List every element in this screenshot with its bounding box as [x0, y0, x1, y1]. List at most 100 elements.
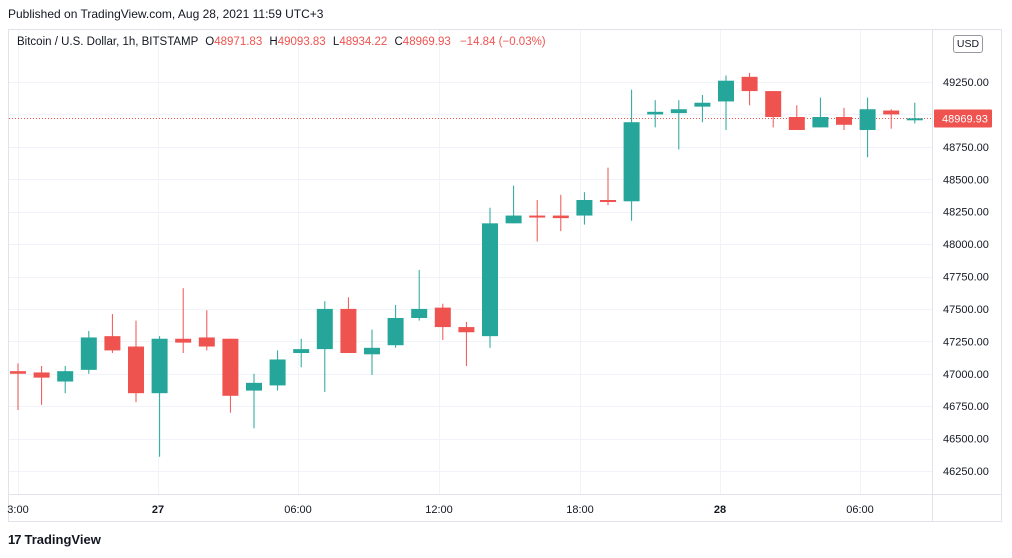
candle-body: [788, 117, 805, 130]
candle: [411, 270, 428, 321]
open-value: 48971.83: [214, 36, 263, 48]
candle-body: [883, 110, 900, 115]
candle-body: [505, 215, 522, 224]
ohlc-legend: Bitcoin / U.S. Dollar, 1h, BITSTAMP O489…: [17, 36, 546, 48]
candle-body: [80, 337, 97, 370]
low-label: L: [332, 36, 340, 48]
candle: [33, 365, 50, 405]
candle-body: [10, 371, 26, 374]
x-tick-label: 27: [152, 504, 164, 516]
current-price-tag: [934, 109, 992, 128]
tradingview-brand: TradingView: [24, 532, 101, 547]
x-tick-label: 18:00: [566, 504, 594, 516]
candle: [458, 321, 475, 366]
y-tick-label: 46500.00: [943, 434, 989, 446]
y-tick-label: 47750.00: [943, 272, 989, 284]
candle-body: [151, 338, 168, 394]
high-value: 49093.83: [277, 36, 326, 48]
tradingview-logo[interactable]: 17 TradingView: [8, 532, 101, 547]
candle: [340, 297, 357, 354]
candle: [316, 301, 333, 392]
y-tick-label: 47250.00: [943, 336, 989, 348]
y-tick-label: 48000.00: [943, 239, 989, 251]
candle-body: [718, 80, 734, 102]
close-label: C: [394, 36, 403, 48]
candle-body: [104, 336, 121, 351]
candle: [576, 192, 593, 225]
candle: [812, 97, 829, 128]
y-tick-label: 46250.00: [943, 466, 989, 478]
candle-body: [340, 308, 357, 354]
y-tick-label: 48500.00: [943, 174, 989, 186]
candle-body: [128, 346, 144, 394]
candle-body: [623, 122, 640, 202]
candle: [670, 100, 687, 150]
published-caption: Published on TradingView.com, Aug 28, 20…: [8, 7, 324, 21]
candle-body: [434, 307, 451, 328]
high-label: H: [269, 36, 278, 48]
candle-body: [812, 117, 829, 128]
close-value: 48969.93: [402, 36, 451, 48]
y-axis: 49250.0049000.0048750.0048500.0048250.00…: [934, 77, 992, 478]
candle-body: [246, 382, 262, 391]
candle: [269, 350, 286, 391]
candle-body: [906, 118, 923, 121]
candle: [741, 72, 758, 106]
candle-body: [859, 109, 876, 130]
candle-body: [647, 111, 664, 115]
candle-body: [670, 109, 687, 114]
candle: [80, 330, 97, 374]
candle: [505, 185, 522, 224]
candle-body: [57, 371, 74, 382]
candle-body: [458, 327, 475, 333]
x-tick-label: 06:00: [284, 504, 312, 516]
x-axis: 3:00 27 06:00 12:00 18:00 28 06:00: [7, 504, 873, 516]
candle: [104, 314, 121, 354]
candle: [387, 305, 404, 348]
candle-body: [529, 215, 546, 218]
candle-body: [836, 117, 852, 125]
candle: [600, 167, 616, 206]
candle: [883, 109, 900, 129]
candle: [364, 329, 380, 376]
y-tick-label: 48750.00: [943, 142, 989, 154]
x-tick-label: 3:00: [7, 504, 28, 516]
grid: [9, 30, 1001, 521]
candle: [694, 94, 711, 123]
candle-body: [765, 91, 782, 118]
candle-body: [482, 223, 498, 337]
candle: [836, 107, 852, 130]
candle-body: [576, 199, 593, 216]
candle: [765, 91, 782, 128]
candle-body: [741, 76, 758, 92]
chart-frame: [8, 29, 1002, 522]
candle: [151, 336, 168, 457]
candle-body: [694, 102, 711, 107]
candle: [128, 320, 144, 403]
candle: [222, 338, 239, 413]
y-tick-label: 47000.00: [943, 369, 989, 381]
candle-body: [269, 359, 286, 386]
candle: [552, 194, 569, 232]
open-label: O: [205, 36, 215, 48]
candle: [57, 365, 74, 394]
symbol-title: Bitcoin / U.S. Dollar, 1h, BITSTAMP: [17, 36, 199, 48]
candle: [482, 207, 498, 348]
candle: [434, 303, 451, 341]
candles: [10, 72, 923, 457]
currency-button[interactable]: USD: [953, 35, 983, 53]
candle: [293, 338, 310, 368]
candle-body: [387, 317, 404, 346]
x-tick-label: 06:00: [846, 504, 874, 516]
candle: [246, 373, 262, 429]
candle-body: [411, 308, 428, 318]
candle-body: [364, 347, 380, 355]
candle-body: [293, 349, 310, 354]
candle: [198, 310, 215, 351]
change-value: −14.84 (−0.03%): [459, 36, 546, 48]
candle-body: [552, 215, 569, 219]
tradingview-logo-icon: 17: [8, 532, 22, 547]
candle-body: [175, 338, 192, 343]
y-tick-label: 49250.00: [943, 77, 989, 89]
